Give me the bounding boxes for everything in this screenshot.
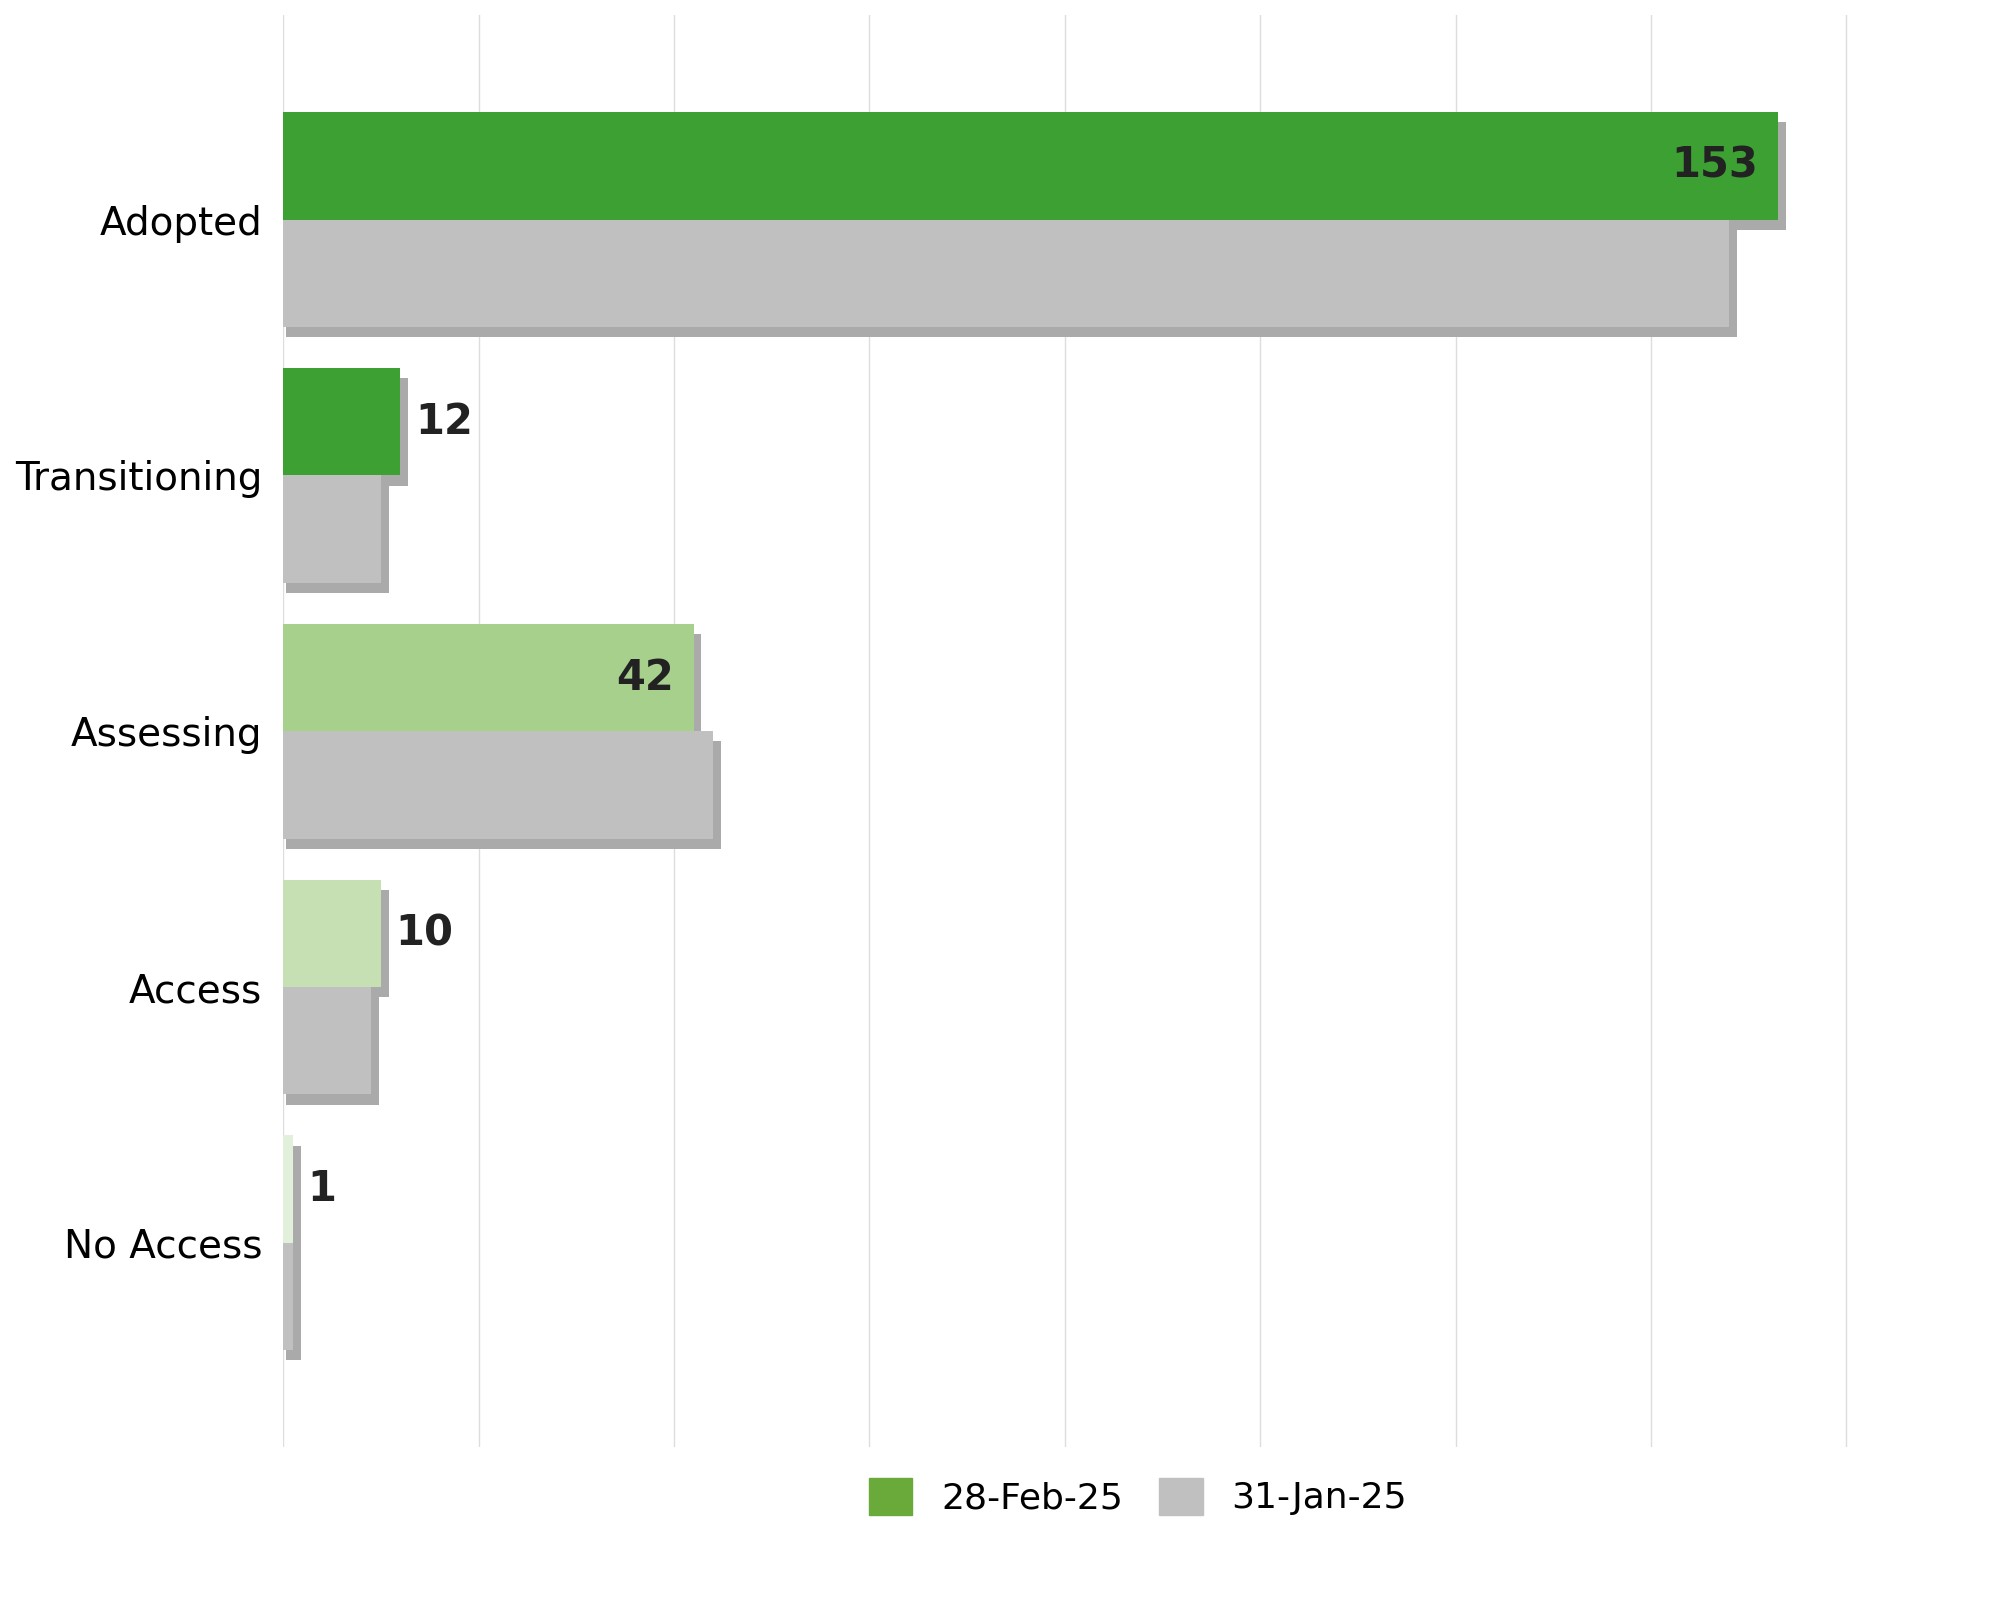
Bar bbox=[283, 1136, 293, 1243]
Bar bbox=[283, 730, 712, 839]
Bar bbox=[283, 879, 381, 987]
Bar bbox=[283, 624, 692, 730]
Bar bbox=[285, 123, 1784, 229]
Bar bbox=[285, 1146, 301, 1252]
Bar bbox=[285, 997, 379, 1105]
Bar bbox=[283, 1243, 293, 1351]
Bar bbox=[285, 1252, 301, 1361]
Bar bbox=[285, 633, 700, 742]
Bar bbox=[283, 368, 399, 475]
Text: 153: 153 bbox=[1670, 145, 1758, 187]
Bar bbox=[283, 987, 371, 1094]
Text: 42: 42 bbox=[616, 656, 674, 698]
Text: 1: 1 bbox=[307, 1168, 337, 1210]
Text: 10: 10 bbox=[395, 913, 454, 955]
Bar bbox=[283, 220, 1728, 326]
Bar bbox=[285, 229, 1736, 338]
Bar bbox=[285, 890, 389, 997]
Bar bbox=[285, 486, 389, 593]
Bar bbox=[283, 475, 381, 583]
Bar bbox=[285, 378, 407, 486]
Bar bbox=[283, 112, 1776, 220]
Bar bbox=[285, 742, 721, 848]
Legend: 28-Feb-25, 31-Jan-25: 28-Feb-25, 31-Jan-25 bbox=[869, 1477, 1407, 1516]
Text: 12: 12 bbox=[415, 401, 474, 443]
